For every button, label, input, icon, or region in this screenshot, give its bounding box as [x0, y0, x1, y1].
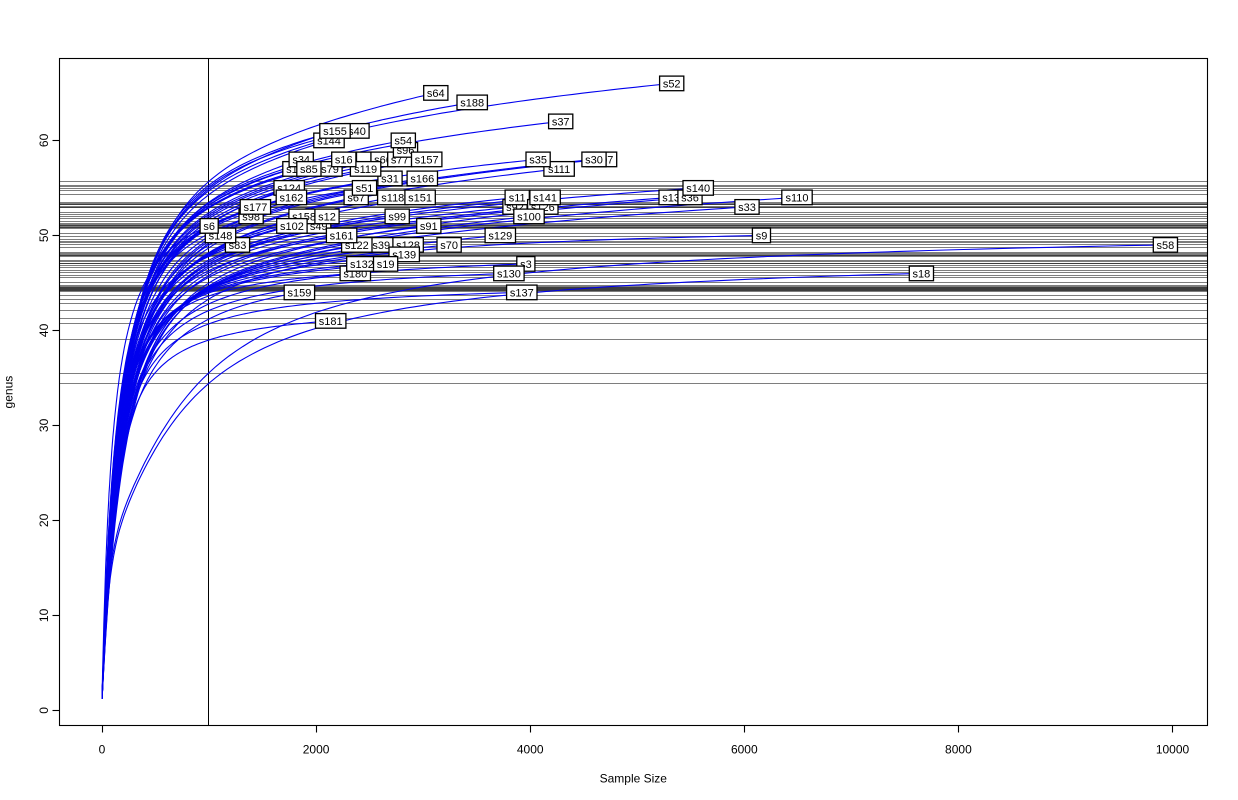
svg-text:s40: s40 [348, 126, 366, 138]
svg-text:s99: s99 [388, 212, 406, 224]
svg-text:s132: s132 [350, 259, 374, 271]
svg-text:s188: s188 [460, 98, 484, 110]
svg-text:2000: 2000 [303, 743, 330, 757]
svg-text:s11: s11 [509, 193, 526, 205]
svg-text:s137: s137 [510, 288, 534, 300]
svg-text:s12: s12 [318, 212, 336, 224]
svg-text:10: 10 [37, 608, 51, 622]
svg-text:s18: s18 [913, 269, 931, 281]
svg-text:s119: s119 [354, 164, 377, 176]
svg-text:s141: s141 [533, 193, 557, 205]
svg-text:s140: s140 [686, 183, 710, 195]
svg-text:s85: s85 [300, 164, 318, 176]
svg-text:s31: s31 [381, 174, 399, 186]
svg-text:s102: s102 [280, 221, 304, 233]
svg-text:s100: s100 [517, 212, 541, 224]
svg-text:s9: s9 [756, 231, 768, 243]
svg-text:s58: s58 [1157, 240, 1175, 252]
svg-text:s64: s64 [427, 88, 445, 100]
svg-text:s118: s118 [381, 193, 404, 205]
svg-text:0: 0 [99, 743, 106, 757]
svg-text:s129: s129 [488, 231, 512, 243]
svg-text:50: 50 [37, 228, 51, 242]
svg-text:s155: s155 [323, 126, 347, 138]
svg-text:s6: s6 [203, 221, 215, 233]
svg-text:s161: s161 [330, 231, 354, 243]
svg-text:s91: s91 [420, 221, 438, 233]
svg-text:s37: s37 [552, 117, 570, 129]
svg-text:s30: s30 [585, 155, 603, 167]
svg-text:s130: s130 [497, 269, 521, 281]
svg-text:s33: s33 [738, 202, 756, 214]
svg-text:s159: s159 [287, 288, 311, 300]
svg-text:s177: s177 [243, 202, 267, 214]
svg-text:s13: s13 [662, 193, 680, 205]
svg-text:s35: s35 [529, 155, 547, 167]
svg-text:s1: s1 [286, 164, 298, 176]
svg-text:40: 40 [37, 323, 51, 337]
svg-text:4000: 4000 [517, 743, 544, 757]
svg-text:0: 0 [37, 707, 51, 714]
svg-text:s110: s110 [785, 193, 808, 205]
svg-text:s19: s19 [377, 259, 395, 271]
svg-text:s54: s54 [394, 136, 412, 148]
svg-text:s3: s3 [520, 259, 532, 271]
svg-text:genus: genus [2, 376, 16, 409]
svg-text:10000: 10000 [1156, 743, 1190, 757]
svg-text:s39: s39 [372, 240, 390, 252]
svg-text:s181: s181 [319, 316, 343, 328]
svg-text:s157: s157 [415, 155, 439, 167]
svg-text:Sample Size: Sample Size [600, 772, 668, 786]
svg-text:30: 30 [37, 418, 51, 432]
svg-text:s52: s52 [663, 79, 681, 91]
svg-text:8000: 8000 [945, 743, 972, 757]
svg-text:20: 20 [37, 513, 51, 527]
svg-text:s162: s162 [279, 193, 303, 205]
svg-text:60: 60 [37, 133, 51, 147]
svg-text:s151: s151 [408, 193, 432, 205]
svg-text:6000: 6000 [731, 743, 758, 757]
svg-text:s16: s16 [335, 155, 353, 167]
svg-text:s111: s111 [548, 164, 570, 176]
svg-text:s70: s70 [440, 240, 458, 252]
svg-text:s51: s51 [356, 183, 374, 195]
svg-text:s166: s166 [410, 174, 434, 186]
